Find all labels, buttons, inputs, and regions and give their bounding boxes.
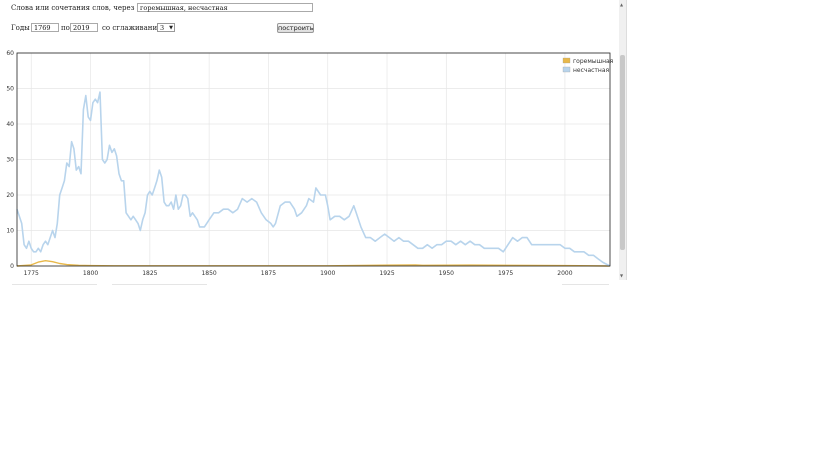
x-tick-label: 1775 — [24, 270, 39, 277]
chevron-down-icon: ▼ — [169, 25, 173, 31]
series-line-neschastnaya — [16, 91, 611, 267]
words-label: Слова или сочетания слов, через запятую: — [11, 4, 171, 12]
words-input[interactable]: горемышная, несчастная — [137, 3, 313, 12]
scroll-thumb[interactable] — [620, 55, 625, 250]
y-tick-label: 10 — [6, 228, 14, 235]
year-from-input[interactable]: 1769 — [31, 23, 59, 32]
x-tick-label: 1900 — [320, 270, 335, 277]
x-tick-label: 1950 — [439, 270, 454, 277]
x-tick-label: 1850 — [201, 270, 216, 277]
smoothing-label: со сглаживанием — [102, 24, 167, 32]
year-to-input[interactable]: 2019 — [70, 23, 98, 32]
divider — [112, 284, 207, 285]
years-to-label: по — [61, 24, 70, 32]
x-tick-label: 1975 — [498, 270, 513, 277]
x-tick-label: 1800 — [83, 270, 98, 277]
build-button[interactable]: построить — [277, 23, 314, 33]
smoothing-value: 3 — [160, 24, 165, 32]
divider — [562, 284, 609, 285]
scroll-down-icon[interactable]: ▼ — [620, 273, 624, 278]
x-tick-label: 1825 — [142, 270, 157, 277]
x-tick-label: 1925 — [379, 270, 394, 277]
y-tick-label: 50 — [6, 86, 14, 93]
legend-swatch — [562, 66, 571, 73]
divider — [12, 284, 97, 285]
y-tick-label: 20 — [6, 192, 14, 199]
x-tick-label: 1875 — [261, 270, 276, 277]
app-frame: Слова или сочетания слов, через запятую:… — [0, 0, 627, 280]
smoothing-select[interactable]: 3 ▼ — [157, 23, 175, 32]
plot-border — [16, 52, 611, 267]
frequency-chart: 0 10 20 30 40 50 60 1775 1800 1825 1850 1875 1900 192… — [6, 50, 614, 277]
legend-label: горемышная — [573, 58, 614, 65]
y-tick-label: 40 — [6, 121, 14, 128]
y-tick-label: 30 — [6, 157, 14, 164]
years-from-label: Годы с — [11, 24, 36, 32]
scroll-up-icon[interactable]: ▲ — [620, 2, 624, 7]
legend-label: несчастная — [573, 67, 610, 74]
x-tick-label: 2000 — [557, 270, 572, 277]
scrollbar[interactable]: ▲ ▼ — [619, 0, 626, 280]
y-tick-label: 60 — [6, 50, 14, 57]
legend-swatch — [562, 57, 571, 64]
y-tick-label: 0 — [10, 263, 14, 270]
series-line-gormyshnaya — [16, 260, 611, 267]
